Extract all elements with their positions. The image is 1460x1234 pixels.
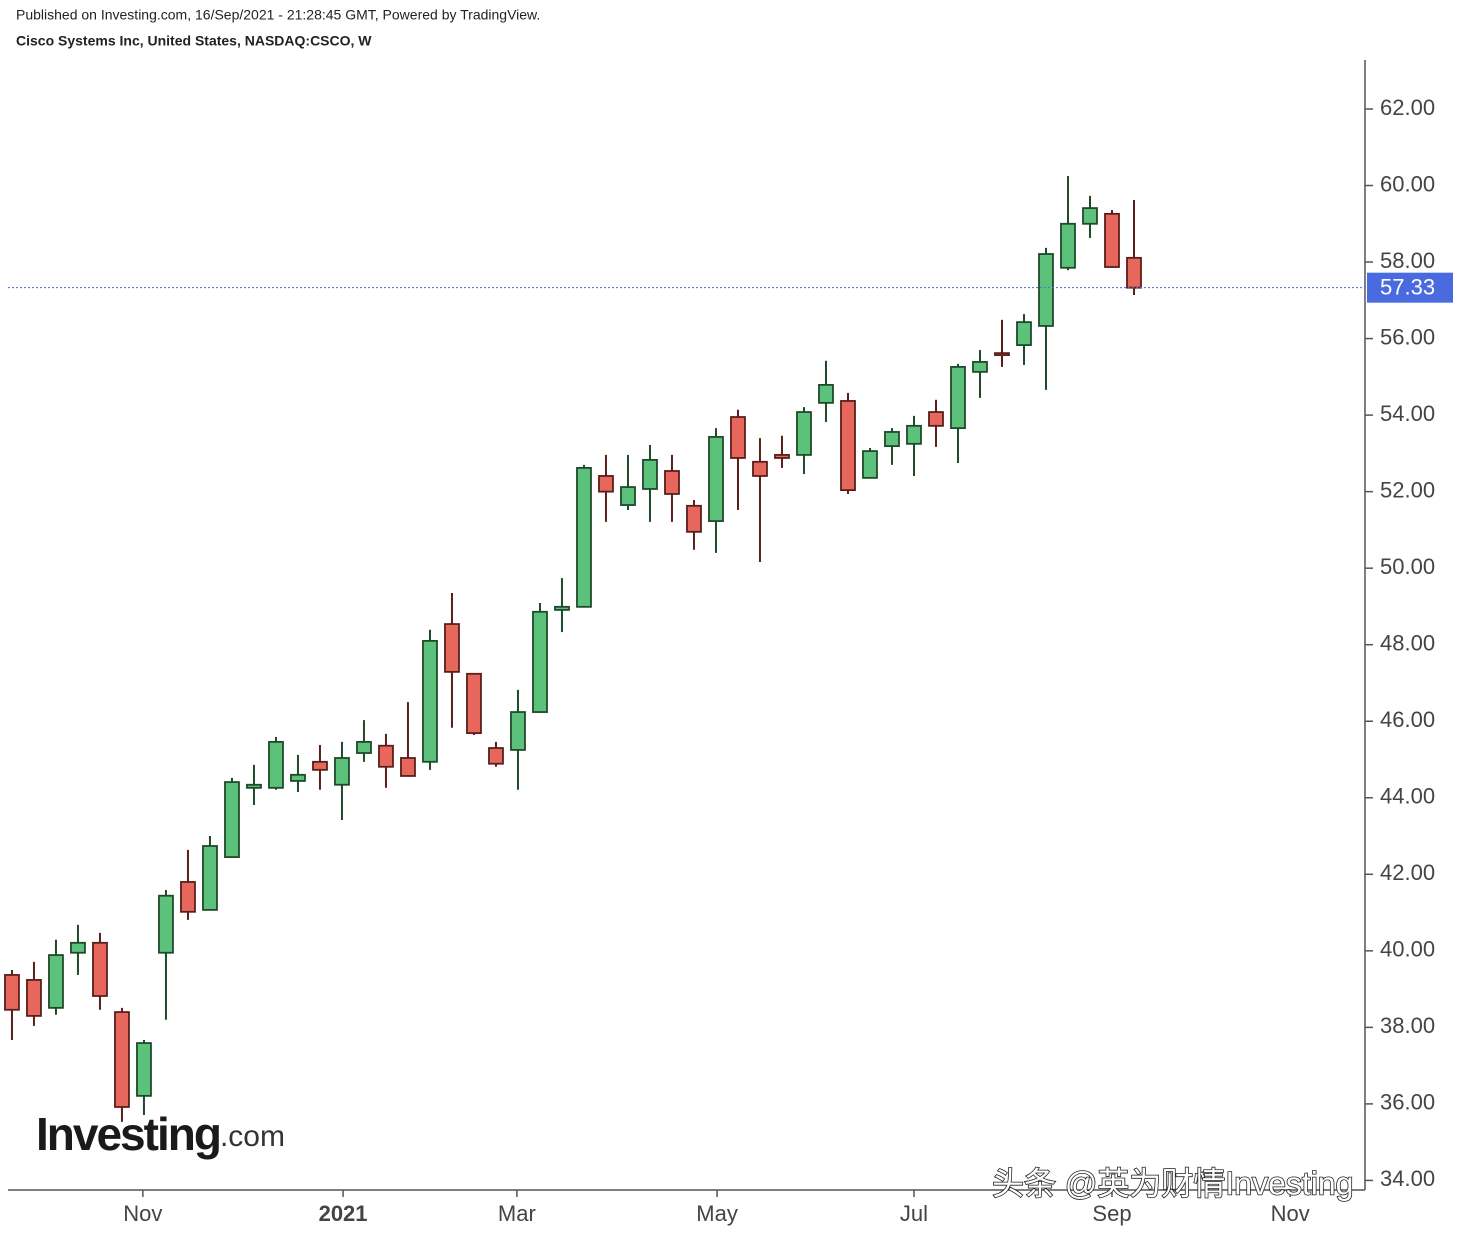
candle-body (708, 436, 724, 523)
x-tick-label: May (696, 1201, 738, 1226)
candle-body (774, 454, 790, 459)
candle-body (884, 431, 900, 448)
y-tick-label: 38.00 (1380, 1013, 1435, 1038)
candle-body (840, 400, 856, 492)
candle-body (180, 881, 196, 913)
candle-body (664, 470, 680, 495)
y-tick-label: 48.00 (1380, 631, 1435, 656)
candle-body (48, 954, 64, 1009)
candle-body (114, 1011, 130, 1108)
candle-body (1104, 212, 1120, 268)
candle-body (554, 605, 570, 611)
candle-body (444, 623, 460, 673)
candle-body (642, 458, 658, 490)
candle-body (26, 979, 42, 1017)
candle-body (136, 1042, 152, 1097)
candle-body (598, 475, 614, 493)
candle-body (1082, 207, 1098, 225)
y-tick-label: 60.00 (1380, 171, 1435, 196)
last-price-box (1367, 272, 1453, 303)
candle-body (92, 941, 108, 997)
chart-title: Cisco Systems Inc, United States, NASDAQ… (16, 33, 372, 49)
candle-body (730, 416, 746, 459)
y-tick-label: 56.00 (1380, 324, 1435, 349)
logo-main: Investing (36, 1108, 220, 1160)
last-price-label: 57.33 (1380, 274, 1435, 299)
x-tick-label: Nov (1271, 1201, 1310, 1226)
candle-body (422, 639, 438, 763)
y-tick-label: 36.00 (1380, 1090, 1435, 1115)
candle-body (928, 411, 944, 427)
x-tick-label: Nov (123, 1201, 162, 1226)
candle-body (796, 411, 812, 456)
y-tick-label: 40.00 (1380, 937, 1435, 962)
y-tick-label: 52.00 (1380, 477, 1435, 502)
candle-body (158, 894, 174, 954)
candle-body (246, 783, 262, 789)
y-tick-label: 50.00 (1380, 554, 1435, 579)
candle-body (972, 361, 988, 373)
y-tick-label: 42.00 (1380, 860, 1435, 885)
candle-body (576, 467, 592, 608)
candle-body (268, 741, 284, 789)
candle-body (378, 744, 394, 768)
candle-body (510, 711, 526, 751)
candle-body (202, 845, 218, 911)
x-tick-label: 2021 (319, 1201, 368, 1226)
candle-body (686, 504, 702, 533)
candle-body (290, 773, 306, 782)
candle-body (312, 760, 328, 771)
watermark: 头条 @英为财情Investing (992, 1165, 1353, 1201)
candle-body (356, 741, 372, 754)
x-tick-label: Jul (900, 1201, 928, 1226)
y-tick-label: 44.00 (1380, 784, 1435, 809)
y-tick-label: 58.00 (1380, 248, 1435, 273)
y-tick-label: 34.00 (1380, 1166, 1435, 1191)
candle-body (488, 747, 504, 765)
candle-body (400, 757, 416, 777)
candle-body (994, 352, 1010, 357)
candle-body (818, 383, 834, 404)
candle-body (1126, 256, 1142, 289)
candle-body (224, 781, 240, 858)
candle-body (752, 460, 768, 477)
candle-body (1060, 222, 1076, 269)
y-tick-label: 46.00 (1380, 707, 1435, 732)
candle-body (950, 365, 966, 430)
candle-body (4, 974, 20, 1011)
candle-body (466, 672, 482, 735)
candle-body (1038, 253, 1054, 327)
logo: Investing.com (36, 1108, 285, 1160)
candle-body (862, 450, 878, 479)
candle-body (1016, 321, 1032, 346)
x-tick-label: Sep (1092, 1201, 1131, 1226)
candle-body (532, 610, 548, 713)
candle-body (70, 941, 86, 954)
candle-body (334, 757, 350, 786)
chart-subtitle: Published on Investing.com, 16/Sep/2021 … (16, 7, 540, 23)
candle-body (906, 424, 922, 445)
candle-body (620, 486, 636, 506)
y-tick-label: 54.00 (1380, 401, 1435, 426)
logo-suffix: .com (220, 1120, 285, 1153)
y-tick-label: 62.00 (1380, 95, 1435, 120)
x-tick-label: Mar (498, 1201, 536, 1226)
